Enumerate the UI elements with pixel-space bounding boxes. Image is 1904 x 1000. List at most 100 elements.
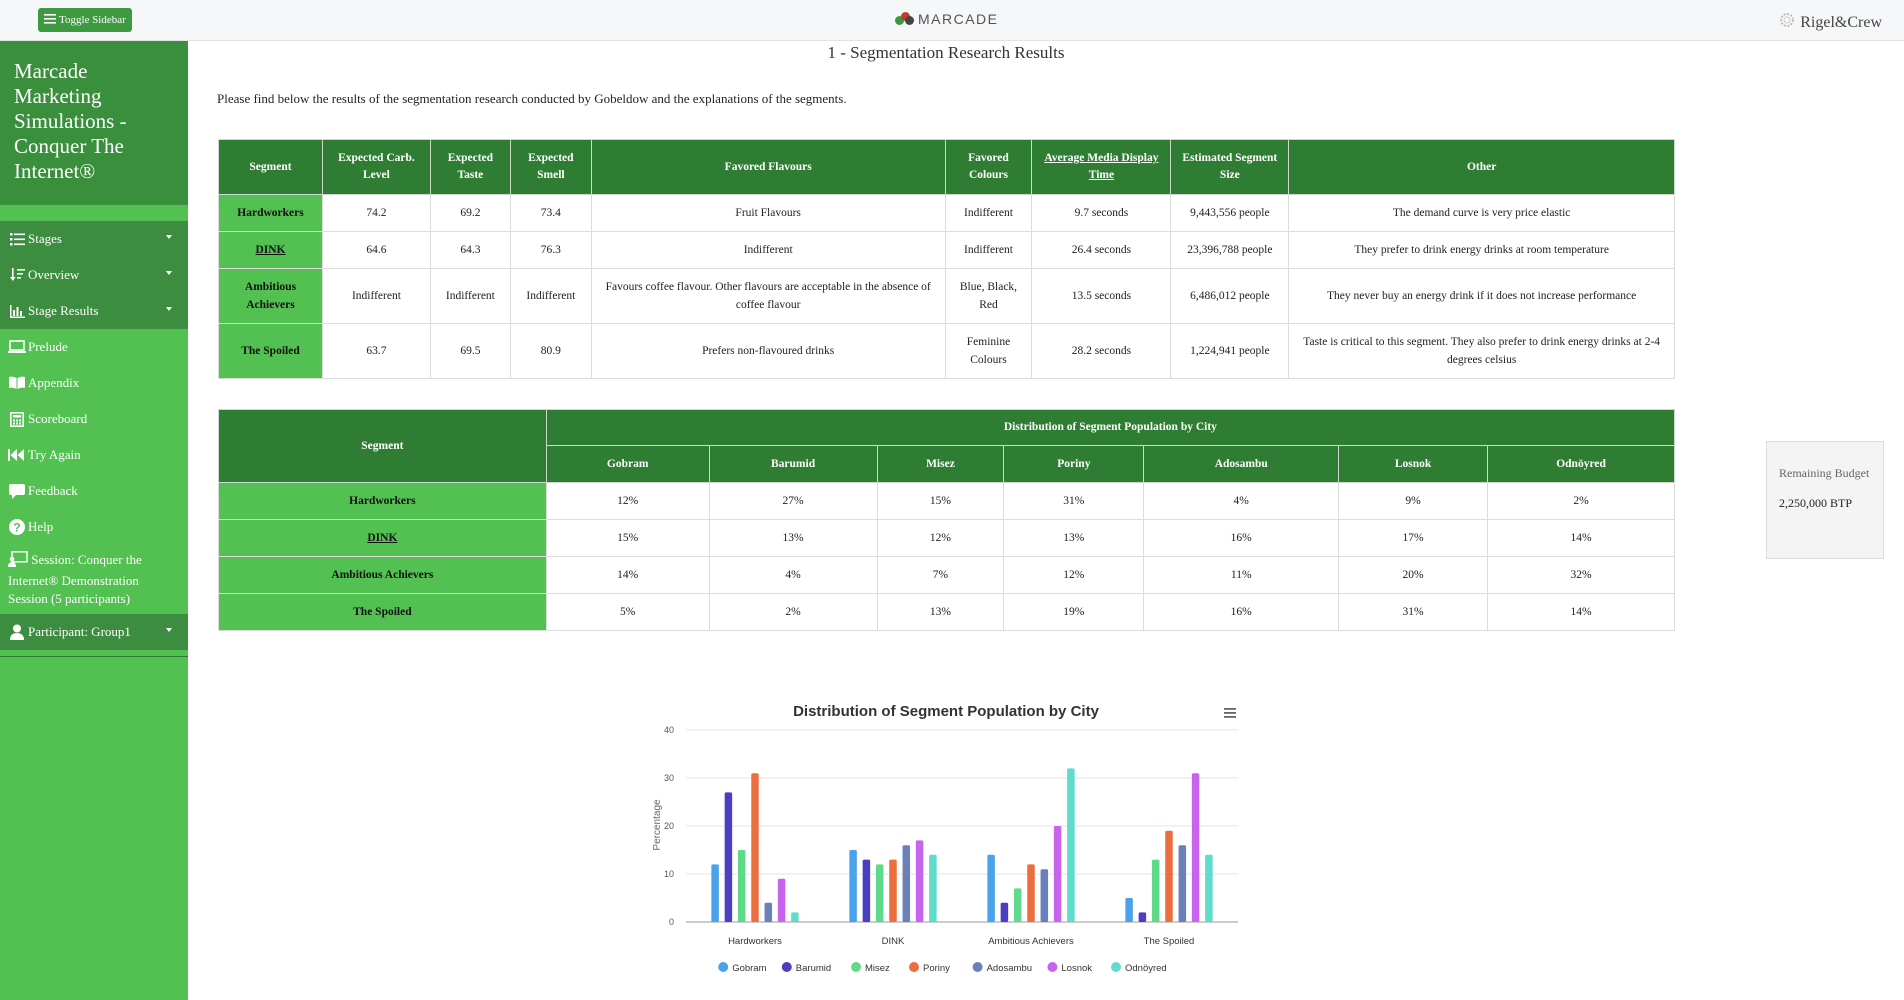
table-cell: 28.2 seconds bbox=[1031, 323, 1172, 379]
sidebar-item-stages[interactable]: Stages bbox=[0, 221, 188, 257]
distribution-chart-svg: Distribution of Segment Population by Ci… bbox=[652, 703, 1238, 974]
chart-bar[interactable] bbox=[777, 878, 786, 922]
chart-bar[interactable] bbox=[711, 864, 719, 922]
chart-bar[interactable] bbox=[764, 902, 773, 922]
chart-bar[interactable] bbox=[1053, 826, 1062, 922]
chart-bar[interactable] bbox=[751, 773, 759, 922]
table-row: Ambitious Achievers 14% 4% 7% 12% 11% 20% 32% bbox=[218, 556, 1675, 594]
header-city: Barumid bbox=[708, 445, 878, 483]
table-row: Hardworkers 74.2 69.2 73.4 Fruit Flavours Ind… bbox=[218, 194, 1675, 232]
toggle-sidebar-button[interactable]: Toggle Sidebar bbox=[38, 8, 132, 32]
table-cell: 63.7 bbox=[321, 323, 431, 379]
sidebar-item-try-again[interactable]: Try Again bbox=[0, 437, 188, 473]
gear-icon bbox=[1778, 11, 1796, 34]
table-cell: Indifferent bbox=[944, 194, 1033, 232]
sort-icon bbox=[8, 266, 26, 284]
sidebar-item-feedback[interactable]: Feedback bbox=[0, 473, 188, 509]
sidebar-item-overview[interactable]: Overview bbox=[0, 257, 188, 293]
segment-link-dink[interactable]: DINK bbox=[218, 231, 323, 269]
chart-bar[interactable] bbox=[1205, 854, 1213, 922]
segment-name-cell: The Spoiled bbox=[218, 323, 323, 379]
table-cell: 27% bbox=[708, 482, 878, 520]
header-city: Misez bbox=[876, 445, 1005, 483]
chart-bar[interactable] bbox=[1067, 768, 1075, 922]
sidebar-item-scoreboard[interactable]: Scoreboard bbox=[0, 401, 188, 437]
chart-bar[interactable] bbox=[1040, 869, 1049, 922]
sidebar-item-stage-results[interactable]: Stage Results bbox=[0, 293, 188, 329]
chart-menu-icon[interactable] bbox=[1223, 706, 1237, 720]
chart-bar[interactable] bbox=[987, 854, 995, 922]
chart-bar[interactable] bbox=[929, 854, 937, 922]
chart-bar[interactable] bbox=[862, 859, 871, 922]
brand-name: MARCADE bbox=[918, 11, 999, 27]
table-cell: 13% bbox=[708, 519, 878, 557]
table-cell: Prefers non-flavoured drinks bbox=[590, 323, 946, 379]
chart-bar[interactable] bbox=[1178, 845, 1187, 922]
header-smell: Expected Smell bbox=[509, 139, 592, 195]
header-media-display-time-link[interactable]: Average Media Display Time bbox=[1031, 139, 1172, 195]
table-cell: 31% bbox=[1003, 482, 1145, 520]
header-flavours: Favored Flavours bbox=[590, 139, 946, 195]
legend-item[interactable]: Misez bbox=[851, 962, 890, 974]
chart-bar[interactable] bbox=[737, 850, 746, 922]
chart-bar[interactable] bbox=[1027, 864, 1035, 922]
segment-link-dink[interactable]: DINK bbox=[218, 519, 547, 557]
chart-bar[interactable] bbox=[875, 864, 884, 922]
chart-bar[interactable] bbox=[1151, 859, 1160, 922]
x-tick-label: The Spoiled bbox=[1144, 936, 1195, 947]
chart-bar[interactable] bbox=[849, 850, 857, 922]
sidebar-item-label: Feedback bbox=[28, 483, 78, 498]
legend-item[interactable]: Adosambu bbox=[972, 962, 1032, 974]
sidebar-item-appendix[interactable]: Appendix bbox=[0, 365, 188, 401]
legend-item[interactable]: Barumid bbox=[781, 962, 831, 974]
sidebar-item-help[interactable]: ? Help bbox=[0, 509, 188, 545]
legend-item[interactable]: Losnok bbox=[1047, 962, 1092, 974]
table-cell: 7% bbox=[876, 556, 1005, 594]
legend-item[interactable]: Poriny bbox=[909, 962, 950, 974]
chart-bar[interactable] bbox=[1000, 902, 1009, 922]
legend-marker bbox=[851, 962, 861, 972]
chart-bar[interactable] bbox=[1191, 773, 1200, 922]
chart-bar[interactable] bbox=[889, 859, 897, 922]
chart-bar[interactable] bbox=[791, 912, 799, 922]
header-segment: Segment bbox=[218, 409, 547, 483]
table-cell: 69.2 bbox=[429, 194, 511, 232]
table-cell: 64.6 bbox=[321, 231, 431, 269]
participant-dropdown[interactable]: Participant: Group1 bbox=[0, 614, 188, 650]
table-cell: 17% bbox=[1338, 519, 1489, 557]
y-tick-label: 10 bbox=[664, 869, 674, 879]
legend-label: Odnöyred bbox=[1125, 963, 1167, 974]
chart-bar[interactable] bbox=[902, 845, 911, 922]
table-cell: Indifferent bbox=[321, 268, 431, 324]
table-cell: Indifferent bbox=[590, 231, 946, 269]
toggle-sidebar-label: Toggle Sidebar bbox=[59, 14, 126, 26]
legend-label: Losnok bbox=[1061, 963, 1092, 974]
brand-logo: MARCADE bbox=[895, 11, 999, 27]
table-row: Hardworkers 12% 27% 15% 31% 4% 9% 2% bbox=[218, 482, 1675, 520]
rewind-icon bbox=[8, 446, 26, 464]
legend-item[interactable]: Gobram bbox=[718, 962, 767, 974]
chart-bar[interactable] bbox=[1138, 912, 1147, 922]
sidebar-item-label: Scoreboard bbox=[28, 411, 88, 426]
chart-bar[interactable] bbox=[1165, 830, 1173, 922]
chart-title: Distribution of Segment Population by Ci… bbox=[793, 703, 1099, 720]
distribution-chart: Distribution of Segment Population by Ci… bbox=[648, 690, 1248, 990]
sidebar-item-prelude[interactable]: Prelude bbox=[0, 329, 188, 365]
table-cell: 64.3 bbox=[429, 231, 511, 269]
city-distribution-table: Segment Distribution of Segment Populati… bbox=[218, 409, 1676, 631]
chart-bar[interactable] bbox=[724, 792, 733, 922]
x-tick-label: Ambitious Achievers bbox=[988, 936, 1074, 947]
segment-name-cell: Ambitious Achievers bbox=[218, 556, 547, 594]
header-taste: Expected Taste bbox=[429, 139, 511, 195]
legend-item[interactable]: Odnöyred bbox=[1111, 962, 1167, 974]
chart-bar[interactable] bbox=[1125, 898, 1133, 922]
chart-bar[interactable] bbox=[915, 840, 924, 922]
table-cell: 12% bbox=[876, 519, 1005, 557]
bar-chart-icon bbox=[8, 302, 26, 320]
table-cell: Favours coffee flavour. Other flavours a… bbox=[590, 268, 946, 324]
chart-bar[interactable] bbox=[1013, 888, 1022, 922]
main-content: 1 - Segmentation Research Results Please… bbox=[188, 40, 1904, 1000]
table-cell: Indifferent bbox=[509, 268, 592, 324]
table-cell: 23,396,788 people bbox=[1170, 231, 1290, 269]
table-cell: 13% bbox=[1003, 519, 1145, 557]
